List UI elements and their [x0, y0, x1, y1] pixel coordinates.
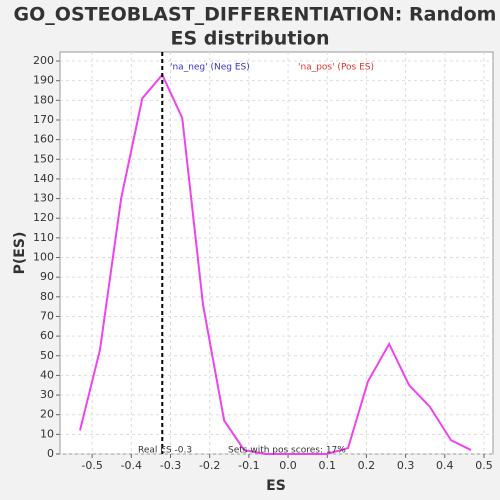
y-tick-label: 190: [33, 74, 54, 87]
x-tick-label: 0.0: [279, 459, 297, 472]
legend-entry: 'na_pos' (Pos ES): [298, 63, 374, 73]
y-tick-label: 130: [33, 192, 54, 205]
y-tick-label: 60: [40, 329, 54, 342]
chart-title: GO_OSTEOBLAST_DIFFERENTIATION: Random: [14, 4, 497, 26]
x-tick-label: 0.2: [358, 459, 376, 472]
x-tick-label: 0.3: [397, 459, 415, 472]
y-tick-label: 30: [40, 388, 54, 401]
y-tick-label: 90: [40, 270, 54, 283]
y-tick-label: 70: [40, 309, 54, 322]
y-tick-label: 140: [33, 172, 54, 185]
plot-area: [59, 51, 494, 455]
x-tick-label: 0.4: [436, 459, 454, 472]
x-tick-label: 0.1: [318, 459, 336, 472]
x-tick-label: -0.1: [238, 459, 259, 472]
y-tick-label: 10: [40, 427, 54, 440]
y-tick-label: 0: [47, 447, 54, 460]
y-tick-label: 180: [33, 93, 54, 106]
y-tick-label: 50: [40, 349, 54, 362]
x-tick-label: -0.3: [160, 459, 181, 472]
x-tick-label: -0.4: [121, 459, 142, 472]
x-tick-label: 0.5: [475, 459, 493, 472]
y-tick-label: 120: [33, 211, 54, 224]
y-tick-label: 110: [33, 231, 54, 244]
y-tick-label: 20: [40, 408, 54, 421]
y-tick-label: 160: [33, 133, 54, 146]
y-tick-label: 100: [33, 251, 54, 264]
y-tick-label: 150: [33, 152, 54, 165]
y-tick-label: 170: [33, 113, 54, 126]
x-axis-label: ES: [266, 478, 286, 494]
chart-title: ES distribution: [171, 28, 330, 50]
annotation: Sets with pos scores: 17%: [228, 446, 346, 456]
data-line: [79, 72, 472, 455]
legend-entry: 'na_neg' (Neg ES): [170, 63, 250, 73]
y-axis-label: P(ES): [12, 232, 28, 275]
y-tick-label: 200: [33, 54, 54, 67]
y-tick-label: 80: [40, 290, 54, 303]
y-tick-label: 40: [40, 368, 54, 381]
x-tick-label: -0.2: [199, 459, 220, 472]
x-tick-label: -0.5: [81, 459, 102, 472]
annotation: Real ES -0.3: [138, 446, 192, 456]
